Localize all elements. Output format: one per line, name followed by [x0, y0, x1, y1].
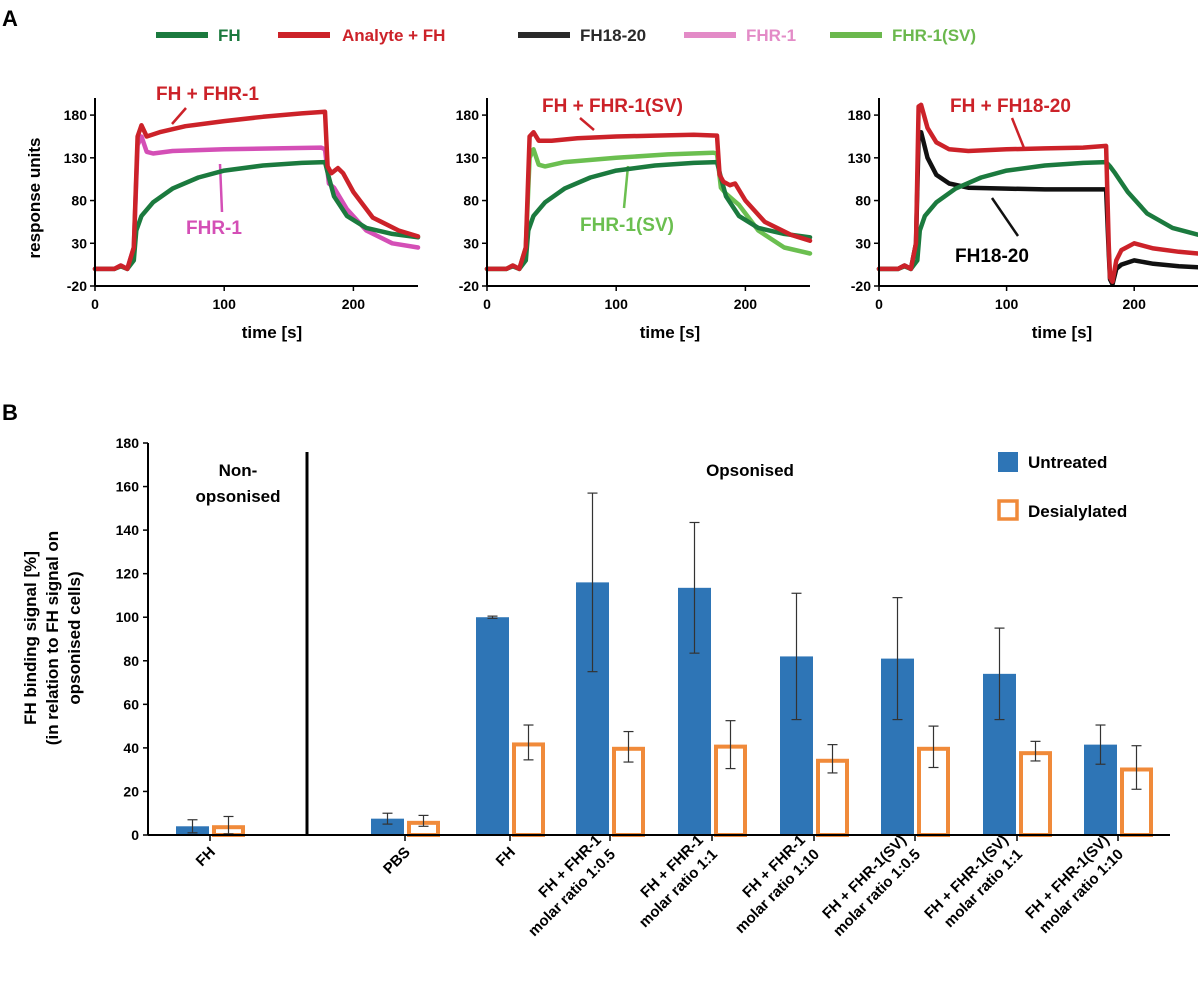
legend-fh1820-label: FH18-20	[580, 26, 646, 45]
a2-ytick-label: 180	[456, 107, 480, 123]
b-category-label: FH + FHR-1molar ratio 1:0.5	[511, 832, 619, 940]
chart-a1-fh-fhr1: response units time [s] FH + FHR-1 FHR-1…	[25, 84, 421, 342]
a2-ytick-label: 30	[463, 235, 479, 251]
a1-xlabel: time [s]	[242, 323, 302, 342]
a1-xtick-label: 200	[342, 296, 366, 312]
b-category-label: FH + FHR-1molar ratio 1:1	[622, 832, 721, 931]
b-category-label: FH + FHR-1(SV)molar ratio 1:1	[921, 832, 1026, 937]
b-ytick-label: 80	[123, 653, 139, 669]
a2-xlabel: time [s]	[640, 323, 700, 342]
a1-ytick-label: 30	[71, 235, 87, 251]
a3-ytick-label: 180	[848, 107, 872, 123]
b-legend-untreated-label: Untreated	[1028, 453, 1107, 472]
b-legend-desialylated-swatch	[997, 499, 1019, 521]
a1-ylabel: response units	[25, 138, 44, 259]
a1-analyte-arrow	[171, 107, 187, 125]
a1-ytick-label: 80	[71, 193, 87, 209]
legend-fh-label: FH	[218, 26, 241, 45]
a2-series-analyte-fh	[484, 129, 813, 272]
a3-xtick-label: 200	[1123, 296, 1147, 312]
b-ytick-label: 160	[116, 479, 140, 495]
a2-component-annotation: FHR-1(SV)	[580, 215, 674, 236]
b-bar-desialylated	[1019, 751, 1052, 838]
a1-ytick-label: -20	[67, 278, 87, 294]
b-ytick-label: 180	[116, 435, 140, 451]
b-ytick-label: 20	[123, 783, 139, 799]
b-category-label: FH	[193, 844, 219, 870]
a1-xtick-label: 100	[213, 296, 237, 312]
a3-ytick-label: 80	[855, 193, 871, 209]
b-category-label-line: FH	[193, 844, 219, 870]
a2-ytick-label: 130	[456, 150, 480, 166]
b-ylabel-line3: opsonised cells)	[65, 571, 84, 704]
a3-ytick-label: 130	[848, 150, 872, 166]
b-bar-untreated	[371, 818, 404, 835]
a3-xtick-label: 0	[875, 296, 883, 312]
b-section-nonopsonised-line1: Non-	[219, 461, 258, 480]
a3-analyte-arrow	[1010, 117, 1026, 149]
a3-analyte-annotation: FH + FH18-20	[950, 96, 1071, 117]
a3-xlabel: time [s]	[1032, 323, 1092, 342]
a2-component-arrow	[622, 165, 630, 209]
b-category-label: PBS	[380, 844, 414, 878]
a1-series-fhr-1	[92, 134, 421, 272]
b-ytick-label: 40	[123, 740, 139, 756]
a2-xtick-label: 100	[605, 296, 629, 312]
a3-component-arrow	[990, 197, 1020, 237]
panel-a-label: A	[2, 6, 18, 31]
b-ylabel-line1: FH binding signal [%]	[21, 551, 40, 725]
b-ytick-label: 0	[131, 827, 139, 843]
legend-fhr1sv-label: FHR-1(SV)	[892, 26, 976, 45]
a3-ytick-label: -20	[851, 278, 871, 294]
b-bar-untreated	[476, 617, 509, 835]
legend-analyte-label: Analyte + FH	[342, 26, 445, 45]
b-section-nonopsonised-line2: opsonised	[195, 487, 280, 506]
b-category-label-line: PBS	[380, 844, 414, 878]
chart-b-fh-binding: FH binding signal [%] (in relation to FH…	[21, 435, 1170, 940]
b-ytick-label: 120	[116, 566, 140, 582]
a3-xtick-label: 100	[995, 296, 1019, 312]
a1-series-analyte-fh	[92, 109, 421, 272]
b-ytick-label: 140	[116, 522, 140, 538]
b-legend-untreated-swatch	[998, 452, 1018, 472]
b-ylabel-line2: (in relation to FH signal on	[43, 531, 62, 745]
a1-ytick-label: 180	[64, 107, 88, 123]
a3-series-analyte-fh	[876, 102, 1198, 284]
a2-xtick-label: 0	[483, 296, 491, 312]
legend-fhr1-label: FHR-1	[746, 26, 796, 45]
b-ytick-label: 100	[116, 609, 140, 625]
a3-ytick-label: 30	[855, 235, 871, 251]
b-category-label: FH	[493, 844, 519, 870]
a1-xtick-label: 0	[91, 296, 99, 312]
b-ytick-label: 60	[123, 696, 139, 712]
b-category-label: FH + FHR-1molar ratio 1:10	[718, 832, 823, 937]
a2-ytick-label: -20	[459, 278, 479, 294]
b-section-opsonised: Opsonised	[706, 461, 794, 480]
b-category-label: FH + FHR-1(SV)molar ratio 1:10	[1022, 832, 1127, 937]
a1-component-annotation: FHR-1	[186, 218, 242, 239]
b-category-label-line: FH	[493, 844, 519, 870]
panel-b-label: B	[2, 400, 18, 425]
b-legend-desialylated-label: Desialylated	[1028, 502, 1127, 521]
a2-ytick-label: 80	[463, 193, 479, 209]
chart-a2-fh-fhr1sv: time [s] FH + FHR-1(SV) FHR-1(SV) -20 30 8…	[456, 96, 813, 342]
a3-series-fh	[876, 159, 1198, 272]
a1-analyte-annotation: FH + FHR-1	[156, 84, 259, 105]
a1-ytick-label: 130	[64, 150, 88, 166]
a3-series-fh18-20	[876, 129, 1198, 287]
a2-xtick-label: 200	[734, 296, 758, 312]
a2-analyte-annotation: FH + FHR-1(SV)	[542, 96, 683, 117]
a2-analyte-arrow	[579, 117, 595, 131]
b-category-label: FH + FHR-1(SV)molar ratio 1:0.5	[816, 832, 924, 940]
chart-a3-fh-fh1820: time [s] FH + FH18-20 FH18-20 -20 30 80 130…	[848, 96, 1198, 342]
legend-a: FH Analyte + FH FH18-20 FHR-1 FHR-1(SV)	[156, 26, 976, 45]
a3-component-annotation: FH18-20	[955, 246, 1029, 267]
